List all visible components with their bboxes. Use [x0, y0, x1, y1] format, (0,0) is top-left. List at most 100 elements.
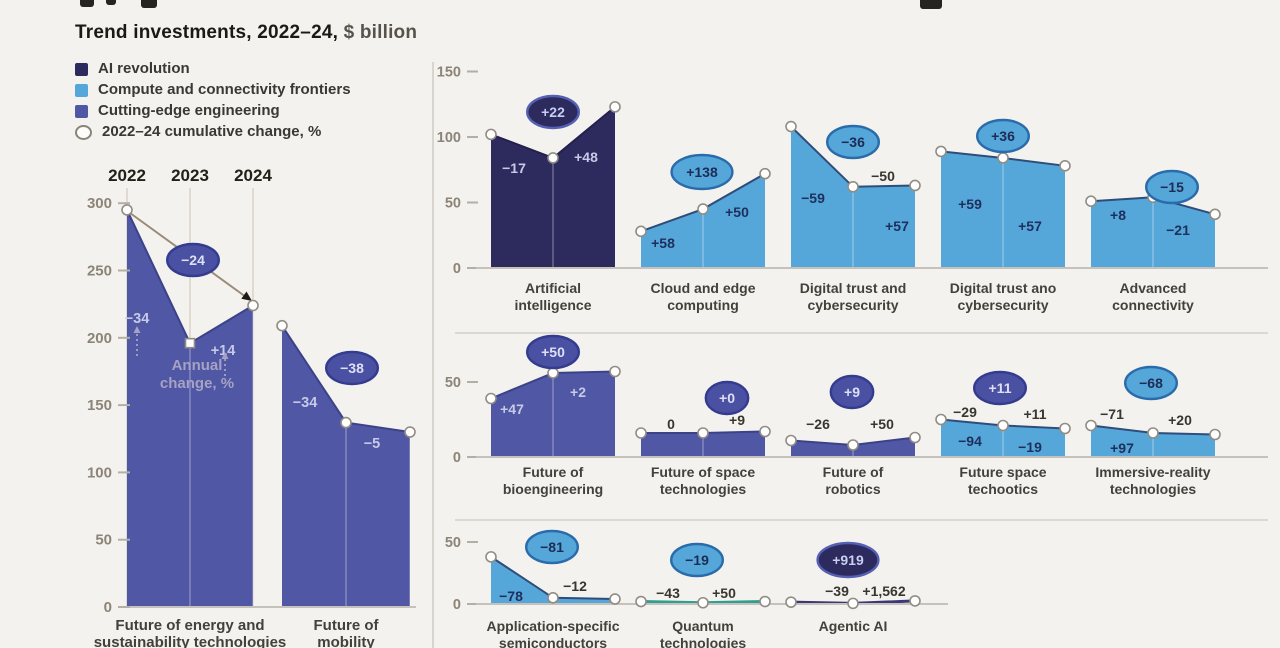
data-point-marker — [485, 551, 497, 563]
legend-item-label: Cutting-edge engineering — [98, 102, 280, 119]
annual-change-label: −5 — [364, 436, 381, 452]
legend-item-1: Compute and connectivity frontiers — [75, 82, 351, 98]
figure-title-text: Trend investments, 2022–24, — [75, 22, 339, 43]
y-axis-tick-label: 0 — [104, 599, 112, 616]
y-axis-tick-label: 250 — [87, 263, 112, 280]
annual-change-label: −29 — [953, 404, 977, 420]
annual-change-label: +97 — [1110, 440, 1134, 456]
data-point-marker — [909, 595, 921, 607]
data-point-marker — [404, 426, 416, 438]
cumulative-change-badge — [526, 94, 581, 130]
annual-change-label: −39 — [825, 583, 849, 599]
data-point-marker — [609, 593, 621, 605]
area-advanced-connectivity — [1091, 197, 1215, 268]
cumulative-change-value: −38 — [340, 360, 364, 376]
cumulative-change-badge — [526, 334, 581, 370]
annual-change-label: +57 — [885, 218, 909, 234]
cumulative-change-value: +0 — [719, 390, 735, 406]
data-point-marker — [997, 419, 1009, 432]
data-point-marker — [609, 101, 621, 113]
annual-change-label: +50 — [712, 585, 736, 601]
annual-change-label: 0 — [667, 416, 675, 432]
category-label: technologies — [660, 635, 747, 648]
y-axis-tick-label: 50 — [445, 375, 461, 391]
cumulative-change-badge — [816, 541, 880, 579]
y-axis-tick-label: 0 — [453, 597, 461, 613]
y-axis-tick-label: 0 — [453, 450, 461, 466]
annual-change-label: +50 — [870, 416, 894, 432]
cumulative-change-value: −24 — [181, 252, 205, 268]
area-future-of — [282, 325, 410, 607]
data-point-marker — [609, 365, 621, 378]
data-point-marker — [759, 595, 771, 608]
cumulative-change-badge — [1123, 365, 1178, 401]
annual-change-label: −43 — [656, 585, 680, 601]
data-point-marker — [759, 425, 771, 438]
cumulative-change-badge — [325, 350, 380, 386]
cumulative-change-value: −81 — [540, 539, 564, 555]
y-axis-tick-label: 100 — [437, 130, 461, 146]
annual-change-label: +9 — [729, 412, 745, 428]
figure-title: Trend investments, 2022–24, $ billion — [75, 22, 417, 44]
annual-change-label: +58 — [651, 235, 675, 251]
area-future-space-techootics — [941, 419, 1065, 457]
cumulative-change-value: +138 — [686, 164, 718, 180]
category-label: Advanced — [1120, 280, 1187, 296]
data-point-marker — [276, 319, 288, 332]
annual-change-label: +20 — [1168, 412, 1192, 428]
cumulative-change-badge — [829, 374, 875, 410]
area-cloud-and-edge-computing — [641, 173, 765, 268]
data-point-marker — [847, 439, 859, 451]
area-future-of-bioengineering — [491, 371, 615, 457]
data-point-marker — [697, 427, 709, 439]
data-point-marker — [935, 413, 947, 426]
annual-change-label: −34 — [125, 311, 150, 327]
data-point-marker — [184, 337, 196, 349]
data-point-marker — [1209, 428, 1221, 441]
annual-change-label: +48 — [574, 149, 598, 165]
annual-change-label: +57 — [1018, 218, 1042, 234]
y-axis-tick-label: 200 — [87, 330, 112, 347]
annual-change-label: +47 — [500, 401, 524, 417]
cumulative-change-value: −68 — [1139, 375, 1163, 391]
annual-change-label: +8 — [1110, 207, 1126, 223]
data-point-marker — [847, 180, 859, 193]
cumulative-change-value: +919 — [832, 552, 864, 568]
area-digital-trust-ano-cybersecurity — [941, 151, 1065, 268]
annual-change-label: −59 — [801, 190, 825, 206]
cumulative-change-badge — [670, 153, 734, 191]
cumulative-change-badge — [1144, 169, 1199, 205]
data-point-marker — [1059, 422, 1071, 435]
category-label: robotics — [825, 481, 880, 497]
category-label: technologies — [660, 481, 747, 497]
legend-item-label: AI revolution — [98, 60, 190, 77]
category-label: computing — [667, 297, 739, 313]
data-point-marker — [909, 431, 921, 444]
cumulative-change-marker-icon — [75, 124, 92, 140]
figure-title-unit: $ billion — [343, 22, 418, 43]
category-label: intelligence — [514, 297, 591, 313]
category-label: bioengineering — [503, 481, 603, 497]
category-label: techootics — [968, 481, 1038, 497]
data-point-marker — [635, 595, 647, 608]
note-arrowhead-icon — [133, 326, 141, 333]
category-label: cybersecurity — [807, 297, 898, 313]
arrowhead-icon — [241, 291, 252, 301]
data-point-marker — [1059, 160, 1071, 172]
area-future-of-space-technologies — [641, 431, 765, 457]
data-point-marker — [785, 596, 797, 608]
category-label: Digital trust and — [800, 280, 907, 296]
cumulative-change-value: +22 — [541, 104, 565, 120]
annual-change-label: −21 — [1166, 222, 1190, 238]
y-axis-tick-label: 0 — [453, 261, 461, 277]
cumulative-change-value: −36 — [841, 134, 865, 150]
annual-change-note: change, % — [160, 375, 234, 392]
legend-item-2: Cutting-edge engineering — [75, 103, 351, 119]
annual-change-label: +11 — [1024, 406, 1047, 422]
y-axis-tick-label: 100 — [87, 464, 112, 481]
area-immersive-reality-technologies — [1091, 425, 1215, 457]
annual-change-label: +1,562 — [862, 583, 905, 599]
category-label: connectivity — [1112, 297, 1194, 313]
